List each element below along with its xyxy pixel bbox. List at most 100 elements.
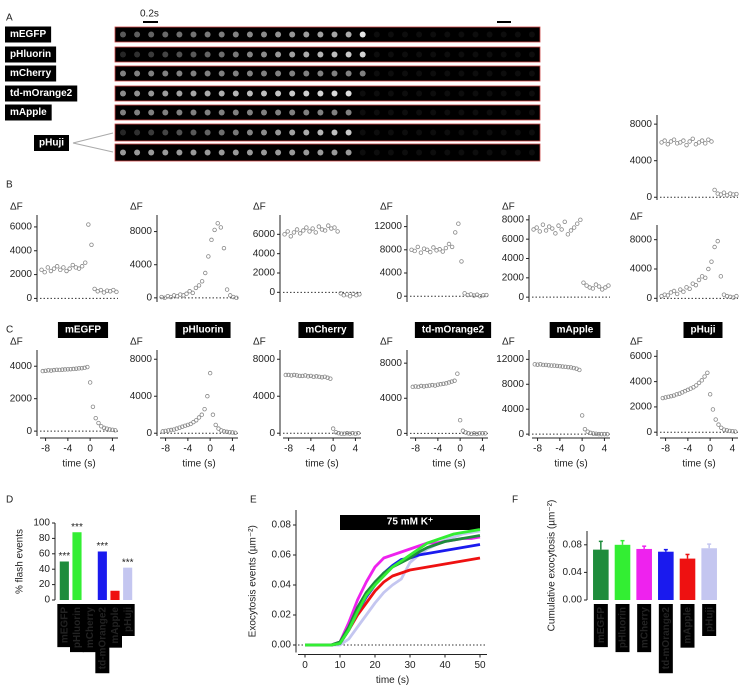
bar xyxy=(679,558,696,600)
point xyxy=(678,140,683,145)
point xyxy=(347,431,353,436)
point xyxy=(668,139,674,144)
point xyxy=(449,244,455,250)
frame-spot xyxy=(472,109,479,116)
frame-spot xyxy=(204,109,211,116)
frame-spot xyxy=(120,109,126,116)
panel-letter: B xyxy=(6,180,13,191)
point xyxy=(703,141,708,146)
point xyxy=(694,383,699,388)
bar xyxy=(97,551,107,600)
image-strip xyxy=(114,104,541,121)
point xyxy=(194,418,199,423)
x-tick-label: -8 xyxy=(41,444,50,455)
y-tick-label: 0 xyxy=(396,291,402,302)
point xyxy=(588,430,593,436)
y-tick-label: 0 xyxy=(44,595,50,606)
x-tick-label: 20 xyxy=(369,660,381,671)
x-tick-label: 4 xyxy=(730,444,736,455)
frame-spot xyxy=(317,31,324,38)
y-tick-label: 0 xyxy=(396,428,402,439)
y-axis-label: % flash events xyxy=(15,529,26,594)
label-box xyxy=(5,85,78,102)
point xyxy=(205,394,210,399)
point xyxy=(335,229,340,234)
frame-spot xyxy=(289,90,296,97)
point xyxy=(79,264,85,269)
bar xyxy=(110,590,120,600)
frame-spot xyxy=(486,129,493,136)
frame-spot xyxy=(528,109,535,116)
point xyxy=(577,367,582,373)
point xyxy=(579,413,585,418)
frame-spot xyxy=(472,70,479,77)
frame-spot xyxy=(387,149,394,156)
frame-spot xyxy=(472,51,479,58)
point xyxy=(202,406,207,412)
significance: *** xyxy=(58,551,70,562)
frame-spot xyxy=(528,149,535,156)
frame-spot xyxy=(500,129,507,136)
frame-spot xyxy=(190,149,197,156)
point xyxy=(184,291,189,296)
point xyxy=(687,286,692,291)
frame-spot xyxy=(359,129,366,136)
y-tick-label: 20 xyxy=(39,579,51,590)
frame-spot xyxy=(444,31,451,38)
point xyxy=(424,383,429,389)
frame-spot xyxy=(176,51,183,58)
point xyxy=(313,230,318,235)
point xyxy=(571,225,577,230)
label-box xyxy=(637,604,652,653)
frame-spot xyxy=(176,90,183,97)
point xyxy=(286,372,291,378)
category-label: mApple xyxy=(108,604,122,648)
y-tick-label: 60 xyxy=(39,548,51,559)
row-label: mEGFP xyxy=(10,29,46,40)
y-tick-label: 0.06 xyxy=(272,550,292,561)
point xyxy=(196,283,202,288)
x-tick-label: pHluorin xyxy=(72,607,83,648)
point xyxy=(663,395,668,400)
point xyxy=(190,290,195,296)
x-axis-label: time (s) xyxy=(682,459,715,470)
point xyxy=(90,404,96,409)
significance: *** xyxy=(71,522,83,533)
frame-spot xyxy=(148,70,155,77)
label-box xyxy=(108,604,122,648)
frame-spot xyxy=(402,31,408,38)
y-tick-label: 0 xyxy=(26,293,32,304)
frame-spot xyxy=(162,109,169,116)
x-tick-label: -8 xyxy=(533,444,542,455)
frame-spot xyxy=(458,90,465,97)
scale-bar xyxy=(143,21,158,23)
image-strip xyxy=(114,65,541,82)
frame-spot xyxy=(458,129,465,136)
bar xyxy=(59,561,69,600)
line-series xyxy=(305,528,481,647)
x-tick-label: 50 xyxy=(474,660,486,671)
point xyxy=(566,364,571,370)
point xyxy=(712,187,717,193)
x-tick-label: 0 xyxy=(457,444,463,455)
point xyxy=(538,362,543,367)
point xyxy=(681,289,686,294)
point xyxy=(702,374,707,379)
point xyxy=(64,268,69,274)
point xyxy=(301,228,306,233)
point xyxy=(92,286,97,292)
category-label: mApple xyxy=(680,604,695,648)
category-label: td-mOrange2 xyxy=(95,604,110,674)
frame-spot xyxy=(176,109,183,116)
point xyxy=(446,380,452,385)
frame-spot xyxy=(204,70,211,77)
point xyxy=(465,292,470,298)
y-axis-label: ΔF xyxy=(630,337,643,348)
frame-spot xyxy=(176,31,183,38)
point xyxy=(435,382,441,387)
frame-spot xyxy=(472,149,479,156)
frame-spot xyxy=(246,51,253,58)
x-tick-label: 10 xyxy=(334,660,346,671)
